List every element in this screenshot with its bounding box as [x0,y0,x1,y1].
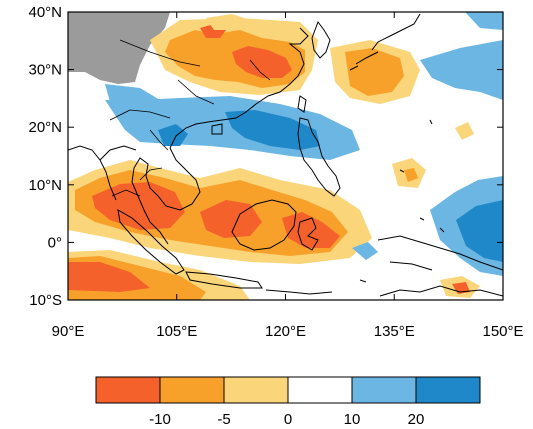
coastline-philippines [297,117,341,197]
colorbar-label: 10 [344,411,361,428]
colorbar-bin [287,376,353,404]
country-borders [109,39,271,197]
axis-tick-marks [67,11,504,301]
negative-anomaly-shading [68,14,480,300]
contour-fill-subtropics-dark-west [158,124,188,146]
coastlines [68,13,503,297]
missing-data-region [68,12,170,84]
contour-fill-subtropics-dark [225,110,320,150]
coastline-new-guinea [377,235,503,271]
contour-fill-east-pacific-light [420,40,503,100]
lat-tick-label: 10°S [29,292,62,309]
coastline-japan [349,13,421,71]
contour-fill-small-patch-6 [206,14,250,30]
colorbar-bin [223,376,289,404]
coastline-indochina [99,145,201,245]
positive-anomaly-shading [105,12,503,276]
coastline-east-asia [169,27,309,149]
coastline-sulawesi [297,217,319,251]
coastline-java [185,271,263,289]
contour-fill-pacific-mid [345,48,404,96]
coastline-lesser-sunda [265,289,333,295]
coastline-islands [359,119,445,283]
lon-tick-label: 120°E [265,323,306,340]
lat-tick-label: 0° [48,234,62,251]
contour-fill-tropics-dark-east [282,212,340,248]
contour-fill-small-blue-1 [352,242,378,260]
colorbar-label: 0 [284,411,292,428]
coastline-korea [311,20,331,59]
colorbar-bin [415,376,481,404]
coastline-hainan [211,123,223,135]
coastline-sumatra [117,209,185,275]
contour-fill-subtropics-edge [105,84,160,106]
lon-tick-label: 150°E [482,323,523,340]
colorbar-bin [95,376,161,404]
contour-fill-small-patch-3 [455,122,474,140]
contour-fill-small-patch-2 [404,168,418,182]
lat-tick-label: 10°N [28,177,62,194]
coastline-borneo [231,199,297,251]
contour-fill-north-china-dark [232,46,292,78]
colorbar-bin [159,376,225,404]
colorbar: -10 -5 0 10 20 [95,376,481,428]
coastline-australia [379,285,503,297]
contour-fill-tropics-dark-west [92,182,185,230]
map-plot-area [68,12,503,300]
colorbar-label: -10 [149,411,171,428]
longitude-tick-labels: 90°E 105°E 120°E 135°E 150°E [52,323,524,340]
coastline-myanmar [68,145,117,201]
lon-tick-label: 90°E [52,323,85,340]
contour-fill-east-pacific-top [465,12,503,30]
contour-fill-southwest-dark [68,262,150,292]
lat-tick-label: 40°N [28,4,62,21]
contour-fill-east-tropics-dark [456,200,503,262]
coastline-taiwan [297,95,307,113]
lat-tick-label: 20°N [28,119,62,136]
lon-tick-label: 135°E [374,323,415,340]
colorbar-label: -5 [217,411,230,428]
lat-tick-label: 30°N [28,62,62,79]
lon-tick-label: 105°E [156,323,197,340]
colorbar-label: 20 [408,411,425,428]
latitude-tick-labels: 40°N 30°N 20°N 10°N 0° 10°S [28,4,62,309]
colorbar-bin [351,376,417,404]
